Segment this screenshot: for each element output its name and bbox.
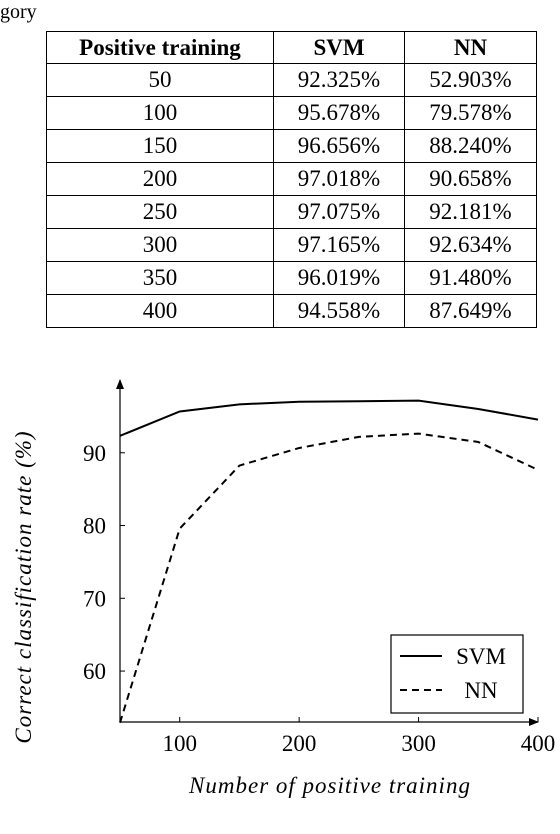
table-row: 150 96.656% 88.240% (46, 129, 537, 163)
x-tick-label: 100 (162, 731, 197, 756)
header-positive-training: Positive training (46, 31, 274, 64)
cell-positive-training: 100 (46, 96, 274, 130)
cell-nn: 90.658% (404, 162, 537, 196)
legend-label-svm: SVM (456, 644, 506, 669)
cell-positive-training: 300 (46, 228, 274, 262)
y-axis-label: Correct classification rate (%) (11, 430, 36, 743)
header-nn: NN (404, 31, 537, 64)
series-line-svm (119, 399, 539, 437)
cell-nn: 92.634% (404, 228, 537, 262)
table-row: 250 97.075% 92.181% (46, 195, 537, 229)
y-tick-label: 70 (83, 586, 106, 611)
x-tick-label: 200 (282, 731, 317, 756)
cell-svm: 95.678% (273, 96, 405, 130)
cell-positive-training: 50 (46, 63, 274, 97)
line-chart: 100 200 300 400 60 70 80 90 SVM NN Number of pos… (11, 379, 556, 798)
cell-svm: 94.558% (273, 294, 405, 328)
cell-nn: 52.903% (404, 63, 537, 97)
cell-svm: 97.165% (273, 228, 405, 262)
table-row: 400 94.558% 87.649% (46, 294, 537, 328)
y-tick-label: 90 (83, 441, 106, 466)
cell-svm: 96.656% (273, 129, 405, 163)
x-axis-label: Number of positive training (188, 773, 471, 798)
cell-svm: 92.325% (273, 63, 405, 97)
legend: SVM NN (390, 634, 524, 714)
cell-nn: 92.181% (404, 195, 537, 229)
table-header-row: Positive training SVM NN (46, 31, 537, 64)
legend-label-nn: NN (464, 678, 498, 703)
table-row: 50 92.325% 52.903% (46, 63, 537, 97)
table-row: 200 97.018% 90.658% (46, 162, 537, 196)
caption-fragment: gory (0, 1, 37, 23)
cell-svm: 97.018% (273, 162, 405, 196)
y-tick-label: 60 (83, 659, 106, 684)
series-line-nn (119, 432, 539, 723)
cell-svm: 97.075% (273, 195, 405, 229)
legend-box (390, 634, 524, 714)
cell-positive-training: 250 (46, 195, 274, 229)
series-lines (119, 399, 539, 723)
x-tick-label: 400 (521, 731, 556, 756)
table-row: 100 95.678% 79.578% (46, 96, 537, 130)
header-svm: SVM (273, 31, 405, 64)
cell-positive-training: 350 (46, 261, 274, 295)
axes: 100 200 300 400 60 70 80 90 (83, 379, 556, 756)
x-tick-label: 300 (401, 731, 436, 756)
cell-nn: 91.480% (404, 261, 537, 295)
cell-svm: 96.019% (273, 261, 405, 295)
cell-nn: 79.578% (404, 96, 537, 130)
cell-positive-training: 150 (46, 129, 274, 163)
y-tick-label: 80 (83, 514, 106, 539)
table-row: 300 97.165% 92.634% (46, 228, 537, 262)
cell-positive-training: 200 (46, 162, 274, 196)
cell-nn: 87.649% (404, 294, 537, 328)
results-table: Positive training SVM NN 50 92.325% 52.9… (46, 31, 537, 328)
table-row: 350 96.019% 91.480% (46, 261, 537, 295)
cell-positive-training: 400 (46, 294, 274, 328)
cell-nn: 88.240% (404, 129, 537, 163)
